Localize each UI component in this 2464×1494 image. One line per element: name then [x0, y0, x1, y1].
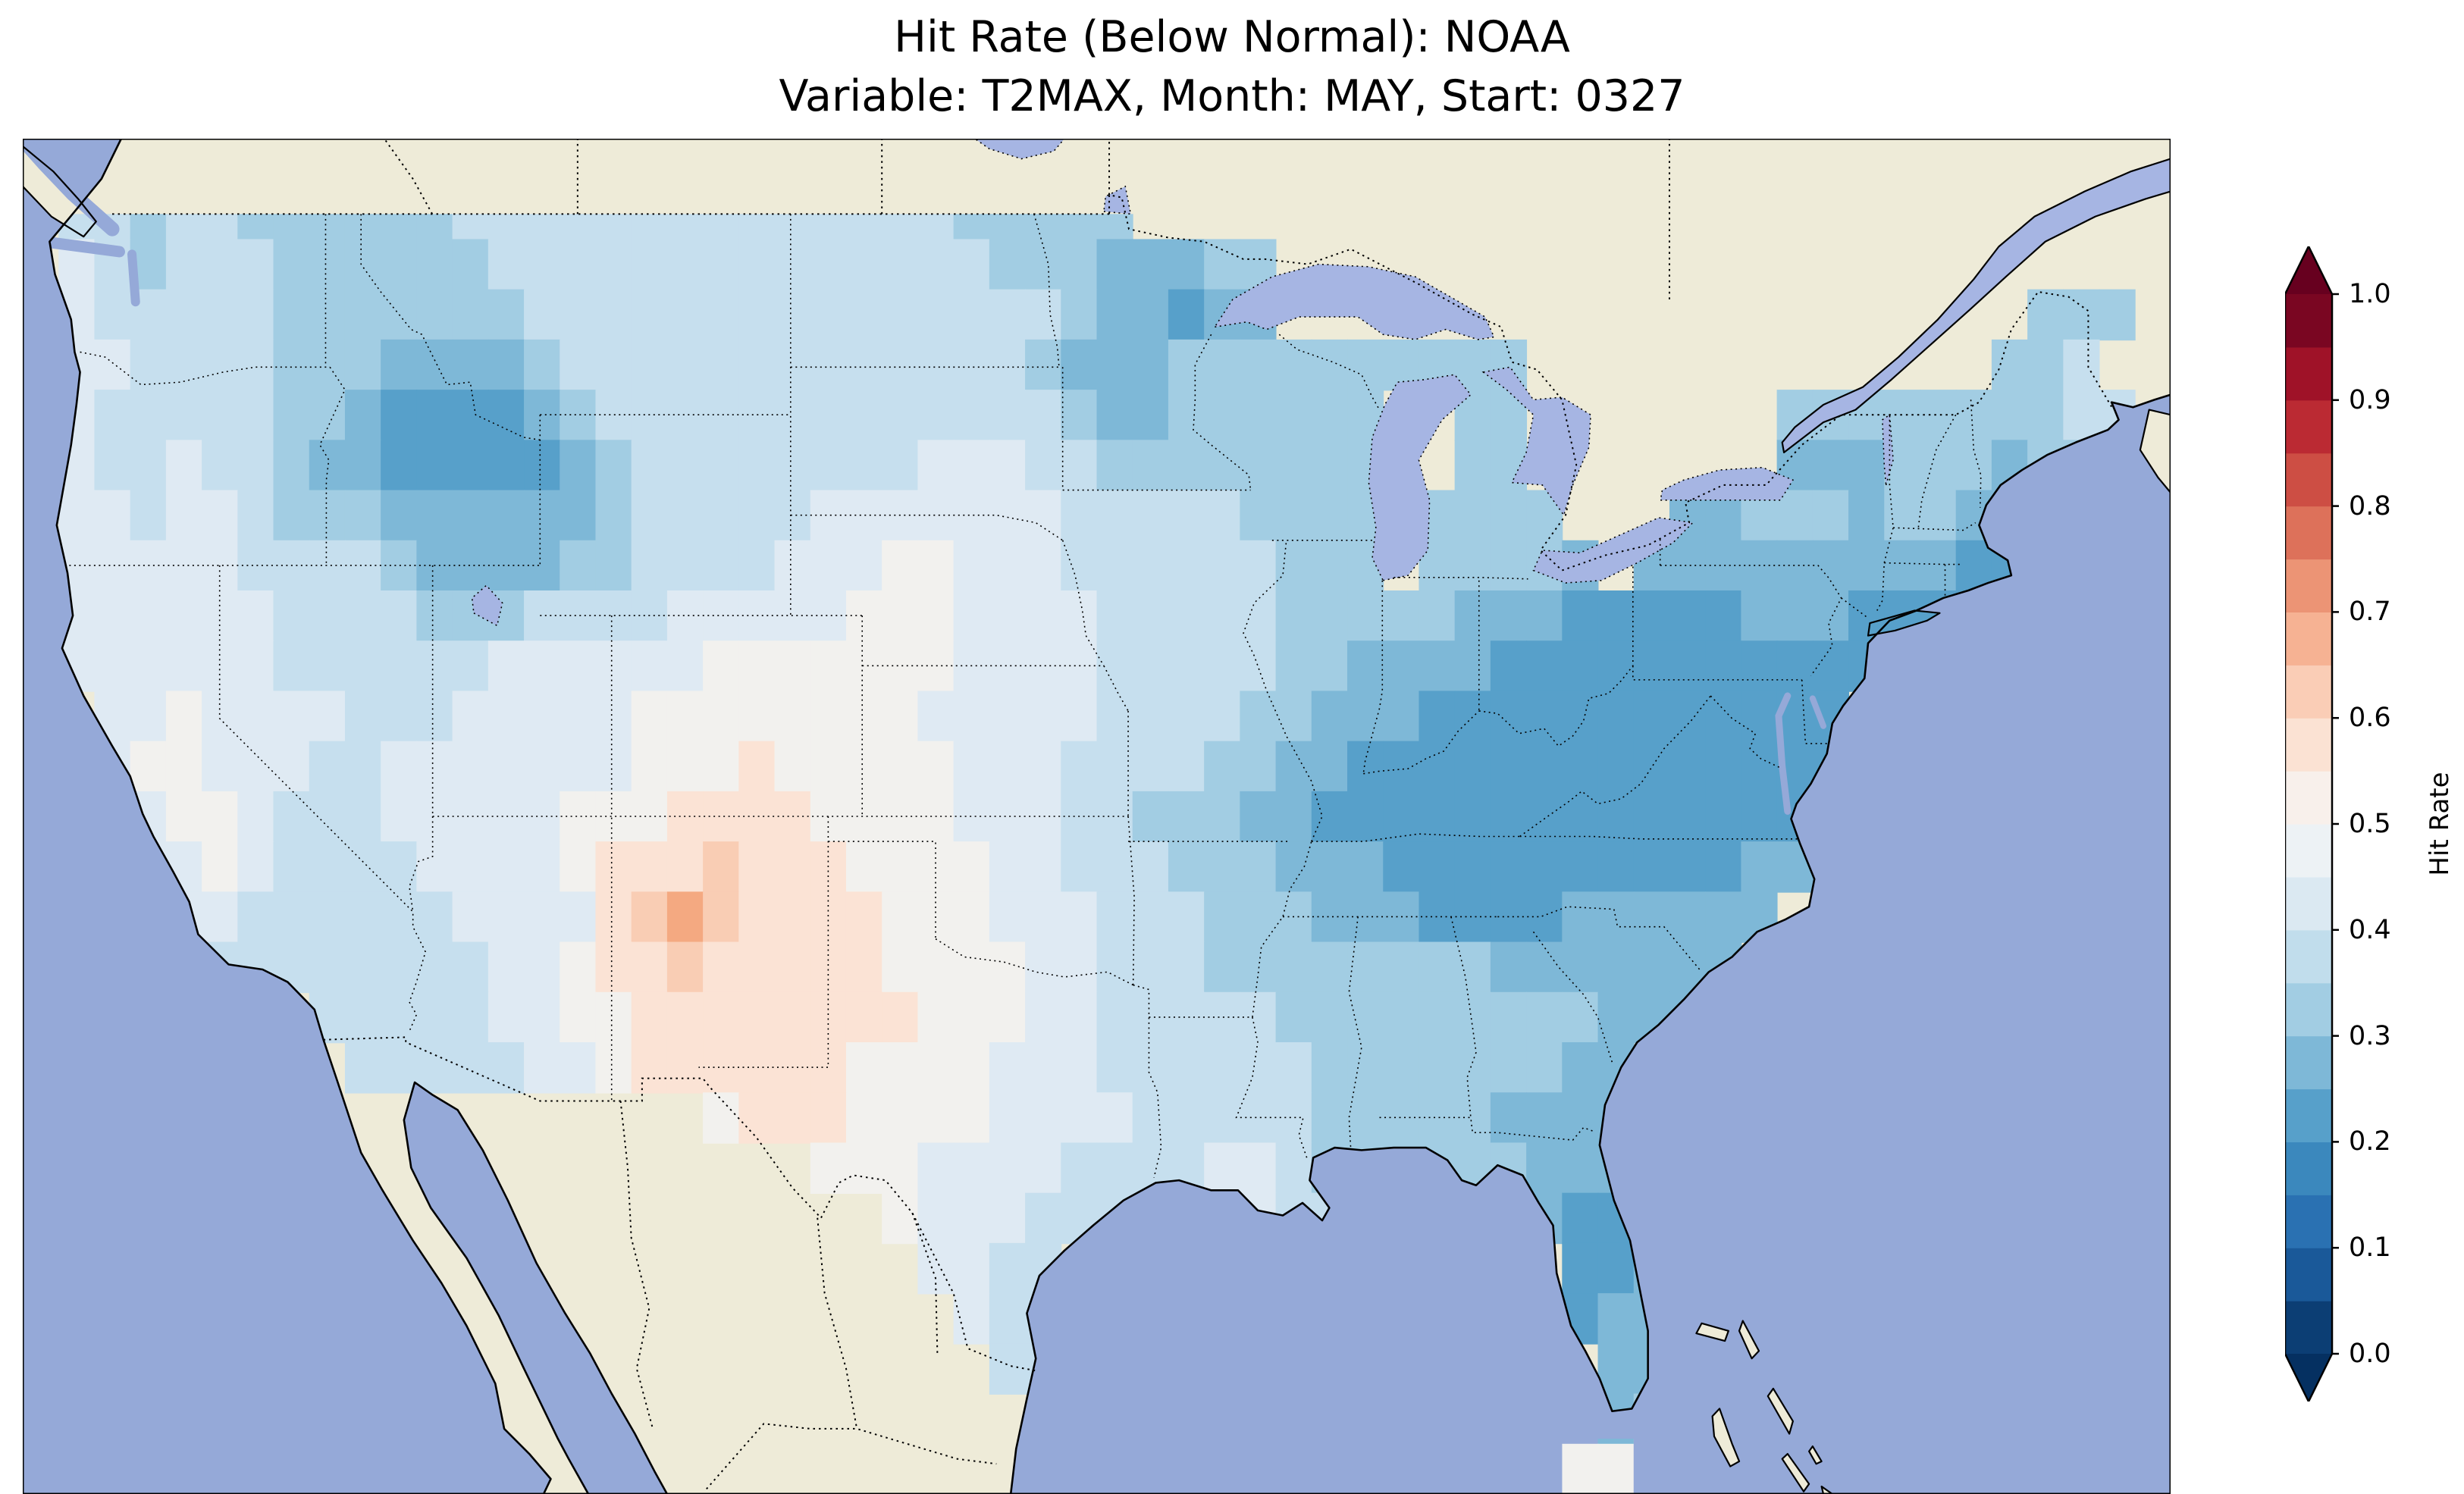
colorbar-tick-label: 0.6 — [2349, 703, 2391, 734]
colorbar-tick-label: 0.8 — [2349, 490, 2391, 521]
colorbar — [2284, 244, 2346, 1404]
colorbar-tick-label: 0.3 — [2349, 1020, 2391, 1051]
colorbar-tick-label: 1.0 — [2349, 279, 2391, 309]
colorbar-axis-label: Hit Rate — [2425, 772, 2455, 876]
colorbar-tick-label: 0.0 — [2349, 1339, 2391, 1369]
colorbar-tick-label: 0.7 — [2349, 597, 2391, 628]
colorbar-tick-label: 0.1 — [2349, 1232, 2391, 1264]
us-hit-rate-map-canvas — [23, 139, 2171, 1494]
map-axes — [23, 139, 2171, 1494]
colorbar-tick-label: 0.9 — [2349, 384, 2391, 415]
colorbar-tick-label: 0.2 — [2349, 1126, 2391, 1157]
chart-title-line2: Variable: T2MAX, Month: MAY, Start: 0327 — [779, 71, 1685, 121]
colorbar-canvas — [2284, 244, 2339, 1404]
chart-title: Hit Rate (Below Normal): NOAA Variable: … — [0, 8, 2464, 126]
colorbar-tick-label: 0.5 — [2349, 809, 2391, 839]
colorbar-tick-label: 0.4 — [2349, 914, 2391, 945]
chart-title-line1: Hit Rate (Below Normal): NOAA — [894, 12, 1570, 62]
